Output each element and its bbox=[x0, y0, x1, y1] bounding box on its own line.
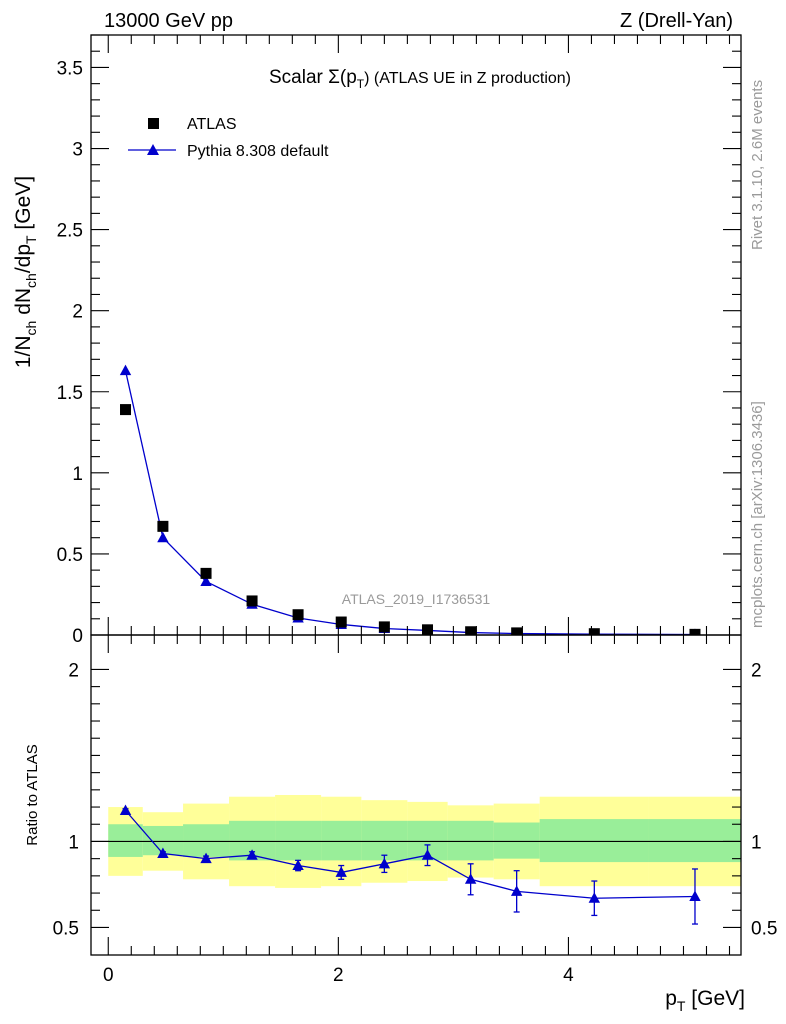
header-left: 13000 GeV pp bbox=[104, 10, 233, 32]
pythia-ratio-line bbox=[125, 810, 695, 899]
pythia-ratio-point bbox=[200, 852, 212, 864]
ratio-pythia-series bbox=[119, 804, 701, 925]
band-inner-bin bbox=[321, 820, 362, 861]
pythia-ratio-point bbox=[588, 892, 601, 903]
legend-pythia-label: Pythia 8.308 default bbox=[187, 143, 329, 160]
atlas-data-point bbox=[335, 616, 347, 628]
x-tick-label: 0 bbox=[103, 965, 114, 986]
atlas-data-point bbox=[120, 404, 132, 416]
chart-title: Scalar Σ(pT) (ATLAS UE in Z production) bbox=[269, 67, 571, 91]
y-axis-label-ratio: Ratio to ATLAS bbox=[24, 744, 41, 845]
ratio-y-tick-label: 0.5 bbox=[53, 918, 79, 939]
pythia-ratio-point bbox=[157, 847, 169, 858]
atlas-data-point bbox=[689, 628, 701, 635]
pythia-ratio-point bbox=[246, 849, 258, 860]
axis-ticks bbox=[91, 34, 741, 955]
band-inner-bin bbox=[108, 824, 143, 857]
atlas-data-point bbox=[511, 627, 523, 635]
atlas-data-point bbox=[246, 595, 258, 607]
band-inner-bin bbox=[361, 820, 408, 861]
pythia-main-line bbox=[124, 370, 695, 635]
band-inner-bin bbox=[275, 820, 322, 861]
band-inner-bin bbox=[447, 820, 494, 861]
atlas-data-point bbox=[465, 626, 477, 635]
x-tick-label: 2 bbox=[333, 965, 344, 986]
main-y-tick-label: 3 bbox=[72, 140, 83, 161]
atlas-data-point bbox=[588, 628, 600, 635]
pythia-ratio-point bbox=[292, 859, 304, 871]
rivet-credit: Rivet 3.1.10, 2.6M events bbox=[749, 80, 766, 250]
atlas-data-point bbox=[157, 520, 169, 532]
main-y-tick-label: 2.5 bbox=[57, 221, 83, 242]
ratio-y-tick-label-right: 0.5 bbox=[751, 918, 777, 939]
main-y-tick-label: 1 bbox=[72, 464, 83, 485]
pythia-main-point bbox=[200, 575, 212, 586]
pythia-main-point bbox=[119, 364, 132, 376]
pythia-ratio-point bbox=[119, 804, 132, 815]
ratio-y-tick-label-right: 1 bbox=[751, 832, 762, 853]
atlas-data-point bbox=[422, 624, 434, 635]
ratio-y-tick-label: 2 bbox=[68, 660, 79, 681]
pythia-ratio-point bbox=[689, 890, 701, 902]
ratio-y-tick-label-right: 2 bbox=[751, 660, 762, 681]
atlas-data-point bbox=[200, 567, 212, 579]
legend-pythia-marker bbox=[147, 144, 159, 155]
band-inner-bin bbox=[493, 822, 540, 859]
mcplots-credit: mcplots.cern.ch [arXiv:1306.3436] bbox=[749, 401, 766, 628]
pythia-ratio-point bbox=[464, 873, 477, 884]
pythia-ratio-point bbox=[378, 857, 391, 869]
legend-atlas-marker bbox=[148, 118, 159, 129]
band-inner-bin bbox=[539, 819, 649, 863]
y-axis-label-main: 1/Nch dNch/dpT [GeV] bbox=[12, 176, 39, 368]
x-axis-label: pT [GeV] bbox=[665, 987, 745, 1014]
atlas-data-point bbox=[292, 609, 304, 621]
main-y-tick-label: 0.5 bbox=[57, 545, 83, 566]
x-tick-label: 4 bbox=[563, 965, 574, 986]
band-inner-bin bbox=[183, 824, 230, 857]
header-right: Z (Drell-Yan) bbox=[620, 10, 733, 32]
ratio-y-tick-label: 1 bbox=[68, 832, 79, 853]
legend-atlas-label: ATLAS bbox=[187, 116, 237, 133]
pythia-ratio-point bbox=[421, 849, 434, 860]
main-y-tick-label: 1.5 bbox=[57, 383, 83, 404]
pythia-main-point bbox=[157, 531, 169, 543]
main-y-tick-label: 0 bbox=[72, 626, 83, 647]
pythia-ratio-point bbox=[510, 885, 523, 896]
analysis-watermark: ATLAS_2019_I1736531 bbox=[342, 591, 491, 607]
main-y-tick-label: 3.5 bbox=[57, 58, 83, 79]
band-inner-bin bbox=[648, 819, 741, 863]
pythia-ratio-point bbox=[335, 866, 347, 877]
axis-tick-labels: 0 0.5 1 1.5 2 2.5 3 3.5 0 2 4 0.5 0.5 1 1 2 2 bbox=[53, 58, 778, 986]
ratio-plot-frame bbox=[90, 634, 742, 956]
main-y-tick-label: 2 bbox=[72, 302, 83, 323]
